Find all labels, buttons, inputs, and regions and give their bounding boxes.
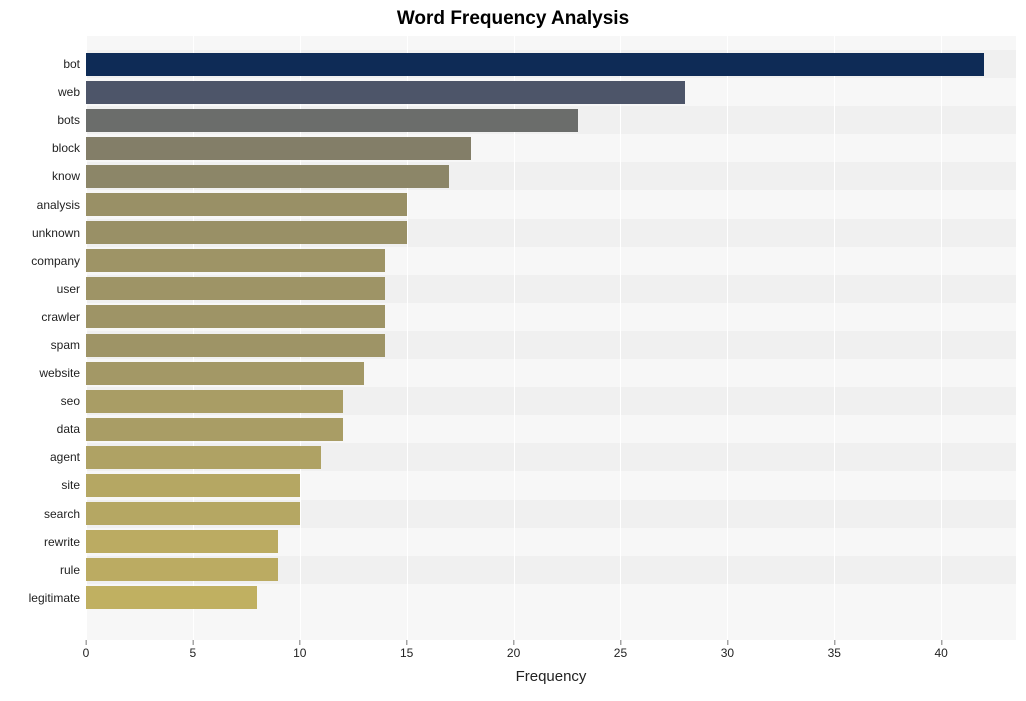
y-tick-label: user: [57, 282, 80, 296]
bar: [86, 530, 278, 553]
y-tick-label: rule: [60, 563, 80, 577]
bar: [86, 418, 343, 441]
bar: [86, 558, 278, 581]
x-tick-label: 40: [934, 646, 947, 660]
bar: [86, 81, 685, 104]
bar: [86, 502, 300, 525]
x-tick-mark: [834, 640, 835, 645]
x-tick-mark: [941, 640, 942, 645]
x-tick-mark: [193, 640, 194, 645]
bar: [86, 305, 385, 328]
gridline: [620, 36, 621, 640]
chart-title: Word Frequency Analysis: [0, 8, 1026, 30]
y-tick-label: web: [58, 85, 80, 99]
y-tick-label: bot: [63, 57, 80, 71]
x-tick-mark: [300, 640, 301, 645]
x-tick: 10: [293, 640, 306, 660]
bar: [86, 193, 407, 216]
x-tick-label: 5: [190, 646, 197, 660]
x-tick: 25: [614, 640, 627, 660]
bar: [86, 334, 385, 357]
y-tick-label: data: [57, 422, 80, 436]
y-tick-label: crawler: [41, 310, 80, 324]
x-tick-mark: [514, 640, 515, 645]
y-tick-label: search: [44, 507, 80, 521]
bar: [86, 277, 385, 300]
y-tick-label: seo: [61, 394, 80, 408]
bar: [86, 221, 407, 244]
bar: [86, 109, 578, 132]
bar: [86, 474, 300, 497]
bar: [86, 586, 257, 609]
x-tick: 40: [934, 640, 947, 660]
x-tick-label: 30: [721, 646, 734, 660]
x-tick-label: 10: [293, 646, 306, 660]
x-tick-mark: [407, 640, 408, 645]
x-tick: 30: [721, 640, 734, 660]
x-tick-mark: [620, 640, 621, 645]
x-tick: 5: [190, 640, 197, 660]
gridline: [941, 36, 942, 640]
x-tick-label: 35: [828, 646, 841, 660]
x-tick-label: 20: [507, 646, 520, 660]
y-tick-label: agent: [50, 450, 80, 464]
bar: [86, 390, 343, 413]
y-tick-label: company: [31, 254, 80, 268]
y-tick-label: bots: [57, 113, 80, 127]
bar: [86, 362, 364, 385]
y-tick-label: spam: [51, 338, 80, 352]
y-tick-label: unknown: [32, 226, 80, 240]
y-tick-label: block: [52, 141, 80, 155]
bar: [86, 165, 449, 188]
plot-area: [86, 36, 1016, 640]
y-tick-label: know: [52, 169, 80, 183]
gridline: [727, 36, 728, 640]
gridline: [834, 36, 835, 640]
y-tick-label: rewrite: [44, 535, 80, 549]
x-tick-label: 0: [83, 646, 90, 660]
x-tick-label: 25: [614, 646, 627, 660]
y-tick-label: legitimate: [29, 591, 80, 605]
chart-container: Word Frequency Analysis bot web bots block k…: [0, 0, 1026, 701]
y-tick-label: analysis: [37, 198, 80, 212]
y-tick-label: website: [39, 366, 80, 380]
x-tick: 0: [83, 640, 90, 660]
x-tick-mark: [727, 640, 728, 645]
x-tick: 35: [828, 640, 841, 660]
x-tick: 20: [507, 640, 520, 660]
bar: [86, 137, 471, 160]
bar: [86, 53, 984, 76]
x-axis-label: Frequency: [86, 668, 1016, 685]
x-tick-mark: [86, 640, 87, 645]
bar: [86, 249, 385, 272]
y-tick-label: site: [61, 478, 80, 492]
bar: [86, 446, 321, 469]
x-tick-label: 15: [400, 646, 413, 660]
x-tick: 15: [400, 640, 413, 660]
